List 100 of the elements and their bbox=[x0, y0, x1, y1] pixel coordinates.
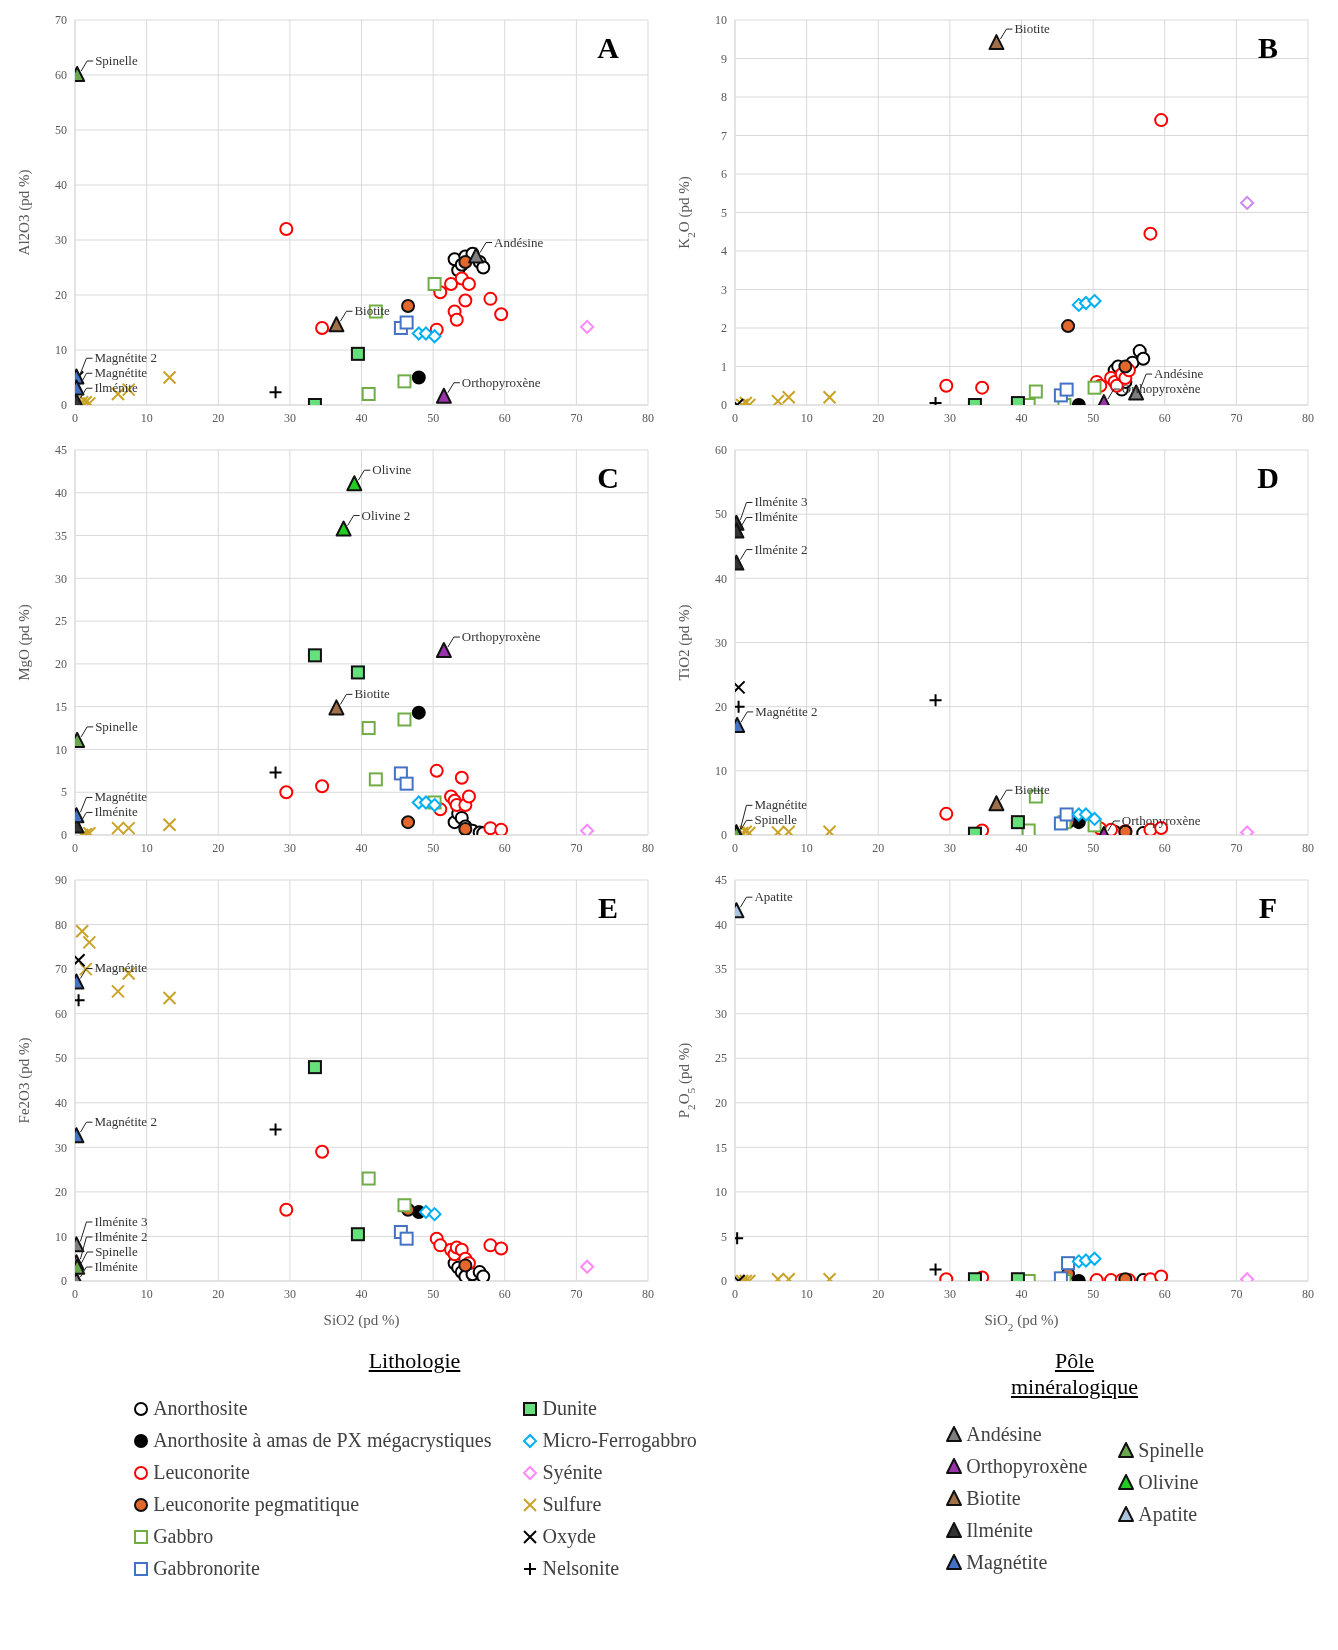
x-tick-label: 70 bbox=[570, 840, 583, 855]
y-tick-label: 1 bbox=[721, 359, 727, 374]
legend-label: Spinelle bbox=[1138, 1438, 1204, 1462]
y-tick-label: 20 bbox=[55, 657, 67, 672]
legend-label: Andésine bbox=[966, 1422, 1042, 1446]
x-tick-label: 80 bbox=[1302, 840, 1314, 855]
y-tick-label: 10 bbox=[55, 343, 67, 358]
x-tick-label: 30 bbox=[943, 840, 956, 855]
y-tick-label: 50 bbox=[55, 1051, 67, 1066]
y-tick-label: 4 bbox=[721, 244, 727, 259]
chart-title: A bbox=[597, 31, 620, 64]
x-tick-label: 50 bbox=[1087, 1286, 1100, 1301]
annotation: Biotite bbox=[1014, 21, 1051, 37]
annotation: Spinelle bbox=[754, 812, 798, 828]
legend-label: Orthopyroxène bbox=[966, 1454, 1088, 1478]
y-tick-label: 90 bbox=[55, 873, 67, 888]
annotation: Ilménite 2 bbox=[94, 1229, 148, 1244]
legend-label: Gabbronorite bbox=[153, 1556, 260, 1580]
legend-label: Sulfure bbox=[542, 1492, 602, 1516]
chart-title: B bbox=[1257, 31, 1279, 64]
annotation: Spinelle bbox=[95, 53, 138, 68]
x-tick-label: 40 bbox=[1015, 1286, 1028, 1301]
y-tick-label: 20 bbox=[715, 699, 727, 714]
legend-label: Syénite bbox=[542, 1460, 603, 1484]
x-tick-label: 80 bbox=[642, 840, 654, 855]
y-tick-label: 40 bbox=[55, 1096, 67, 1111]
y-tick-label: 35 bbox=[715, 962, 727, 977]
y-tick-label: 6 bbox=[721, 167, 727, 182]
legend-label: Magnétite bbox=[966, 1550, 1048, 1574]
legend-title: Lithologie bbox=[367, 1348, 462, 1374]
legend-label: Micro-Ferrogabbro bbox=[542, 1428, 697, 1452]
annotation: Orthopyroxène bbox=[1121, 813, 1201, 828]
x-tick-label: 70 bbox=[1230, 840, 1243, 855]
annotation: Biotite bbox=[1014, 782, 1051, 798]
annotation: Magnétite 2 bbox=[755, 703, 818, 719]
y-axis-title: Al2O3 (pd %) bbox=[16, 169, 33, 256]
y-axis-title: MgO (pd %) bbox=[16, 604, 33, 681]
y-tick-label: 40 bbox=[55, 486, 67, 501]
x-tick-label: 30 bbox=[943, 1286, 956, 1301]
x-tick-label: 40 bbox=[1015, 410, 1028, 425]
legend-label: Gabbro bbox=[153, 1524, 214, 1548]
x-tick-label: 30 bbox=[283, 840, 296, 855]
y-tick-label: 25 bbox=[715, 1051, 727, 1066]
x-tick-label: 0 bbox=[72, 1286, 78, 1301]
y-tick-label: 5 bbox=[721, 1229, 727, 1244]
x-tick-label: 20 bbox=[872, 1286, 885, 1301]
legend-title: Pôle minéralogique bbox=[1009, 1348, 1140, 1400]
x-tick-label: 70 bbox=[1230, 1286, 1243, 1301]
legend-label: Olivine bbox=[1138, 1470, 1199, 1494]
y-tick-label: 60 bbox=[715, 443, 727, 458]
y-tick-label: 2 bbox=[721, 321, 727, 336]
x-tick-label: 40 bbox=[355, 410, 368, 425]
x-tick-label: 50 bbox=[1087, 840, 1100, 855]
annotation: Magnétite bbox=[754, 797, 808, 813]
y-tick-label: 25 bbox=[55, 614, 67, 629]
y-tick-label: 10 bbox=[715, 764, 727, 779]
x-tick-label: 70 bbox=[570, 410, 583, 425]
annotation: Andésine bbox=[1154, 366, 1204, 382]
y-tick-label: 30 bbox=[55, 1140, 67, 1155]
legend-label: Dunite bbox=[542, 1396, 597, 1420]
x-tick-label: 10 bbox=[800, 1286, 813, 1301]
chart-title: D bbox=[1257, 461, 1279, 494]
chart-title: F bbox=[1258, 891, 1278, 924]
x-tick-label: 80 bbox=[642, 1286, 654, 1301]
x-tick-label: 60 bbox=[498, 840, 511, 855]
legend-label: Ilménite bbox=[966, 1518, 1033, 1542]
annotation: Orthopyroxène bbox=[461, 629, 541, 645]
x-tick-label: 50 bbox=[1087, 410, 1100, 425]
y-tick-label: 10 bbox=[715, 1185, 727, 1200]
annotation: Ilménite 2 bbox=[754, 541, 808, 557]
x-tick-label: 20 bbox=[212, 1286, 225, 1301]
legend-label: Leuconorite bbox=[153, 1460, 250, 1484]
legend-label: Anorthosite à amas de PX mégacrystiques bbox=[153, 1428, 492, 1452]
y-tick-label: 10 bbox=[55, 742, 67, 757]
chart-title: C bbox=[597, 461, 619, 494]
y-tick-label: 45 bbox=[55, 443, 67, 458]
annotation: Magnétite 2 bbox=[94, 350, 157, 366]
y-tick-label: 45 bbox=[715, 873, 727, 888]
x-tick-label: 20 bbox=[212, 410, 225, 425]
y-tick-label: 70 bbox=[55, 962, 67, 977]
y-tick-label: 80 bbox=[55, 917, 67, 932]
x-tick-label: 40 bbox=[355, 1286, 368, 1301]
y-tick-label: 40 bbox=[55, 178, 67, 193]
x-tick-label: 60 bbox=[1158, 1286, 1171, 1301]
x-tick-label: 30 bbox=[283, 410, 296, 425]
annotation: Andésine bbox=[494, 234, 544, 250]
annotation: Ilménite 3 bbox=[754, 494, 808, 510]
legend-label: Anorthosite bbox=[153, 1396, 248, 1420]
x-tick-label: 10 bbox=[140, 840, 153, 855]
annotation: Magnétite 2 bbox=[94, 1114, 157, 1130]
y-tick-label: 30 bbox=[55, 571, 67, 586]
x-tick-label: 40 bbox=[1015, 840, 1028, 855]
x-tick-label: 0 bbox=[732, 1286, 738, 1301]
x-tick-label: 80 bbox=[1302, 410, 1314, 425]
y-tick-label: 30 bbox=[55, 233, 67, 248]
annotation: Ilménite 3 bbox=[94, 1214, 148, 1229]
annotation: Ilménite bbox=[94, 804, 138, 820]
y-tick-label: 7 bbox=[721, 128, 727, 143]
y-tick-label: 8 bbox=[721, 90, 727, 105]
annotation: Olivine bbox=[372, 462, 412, 478]
